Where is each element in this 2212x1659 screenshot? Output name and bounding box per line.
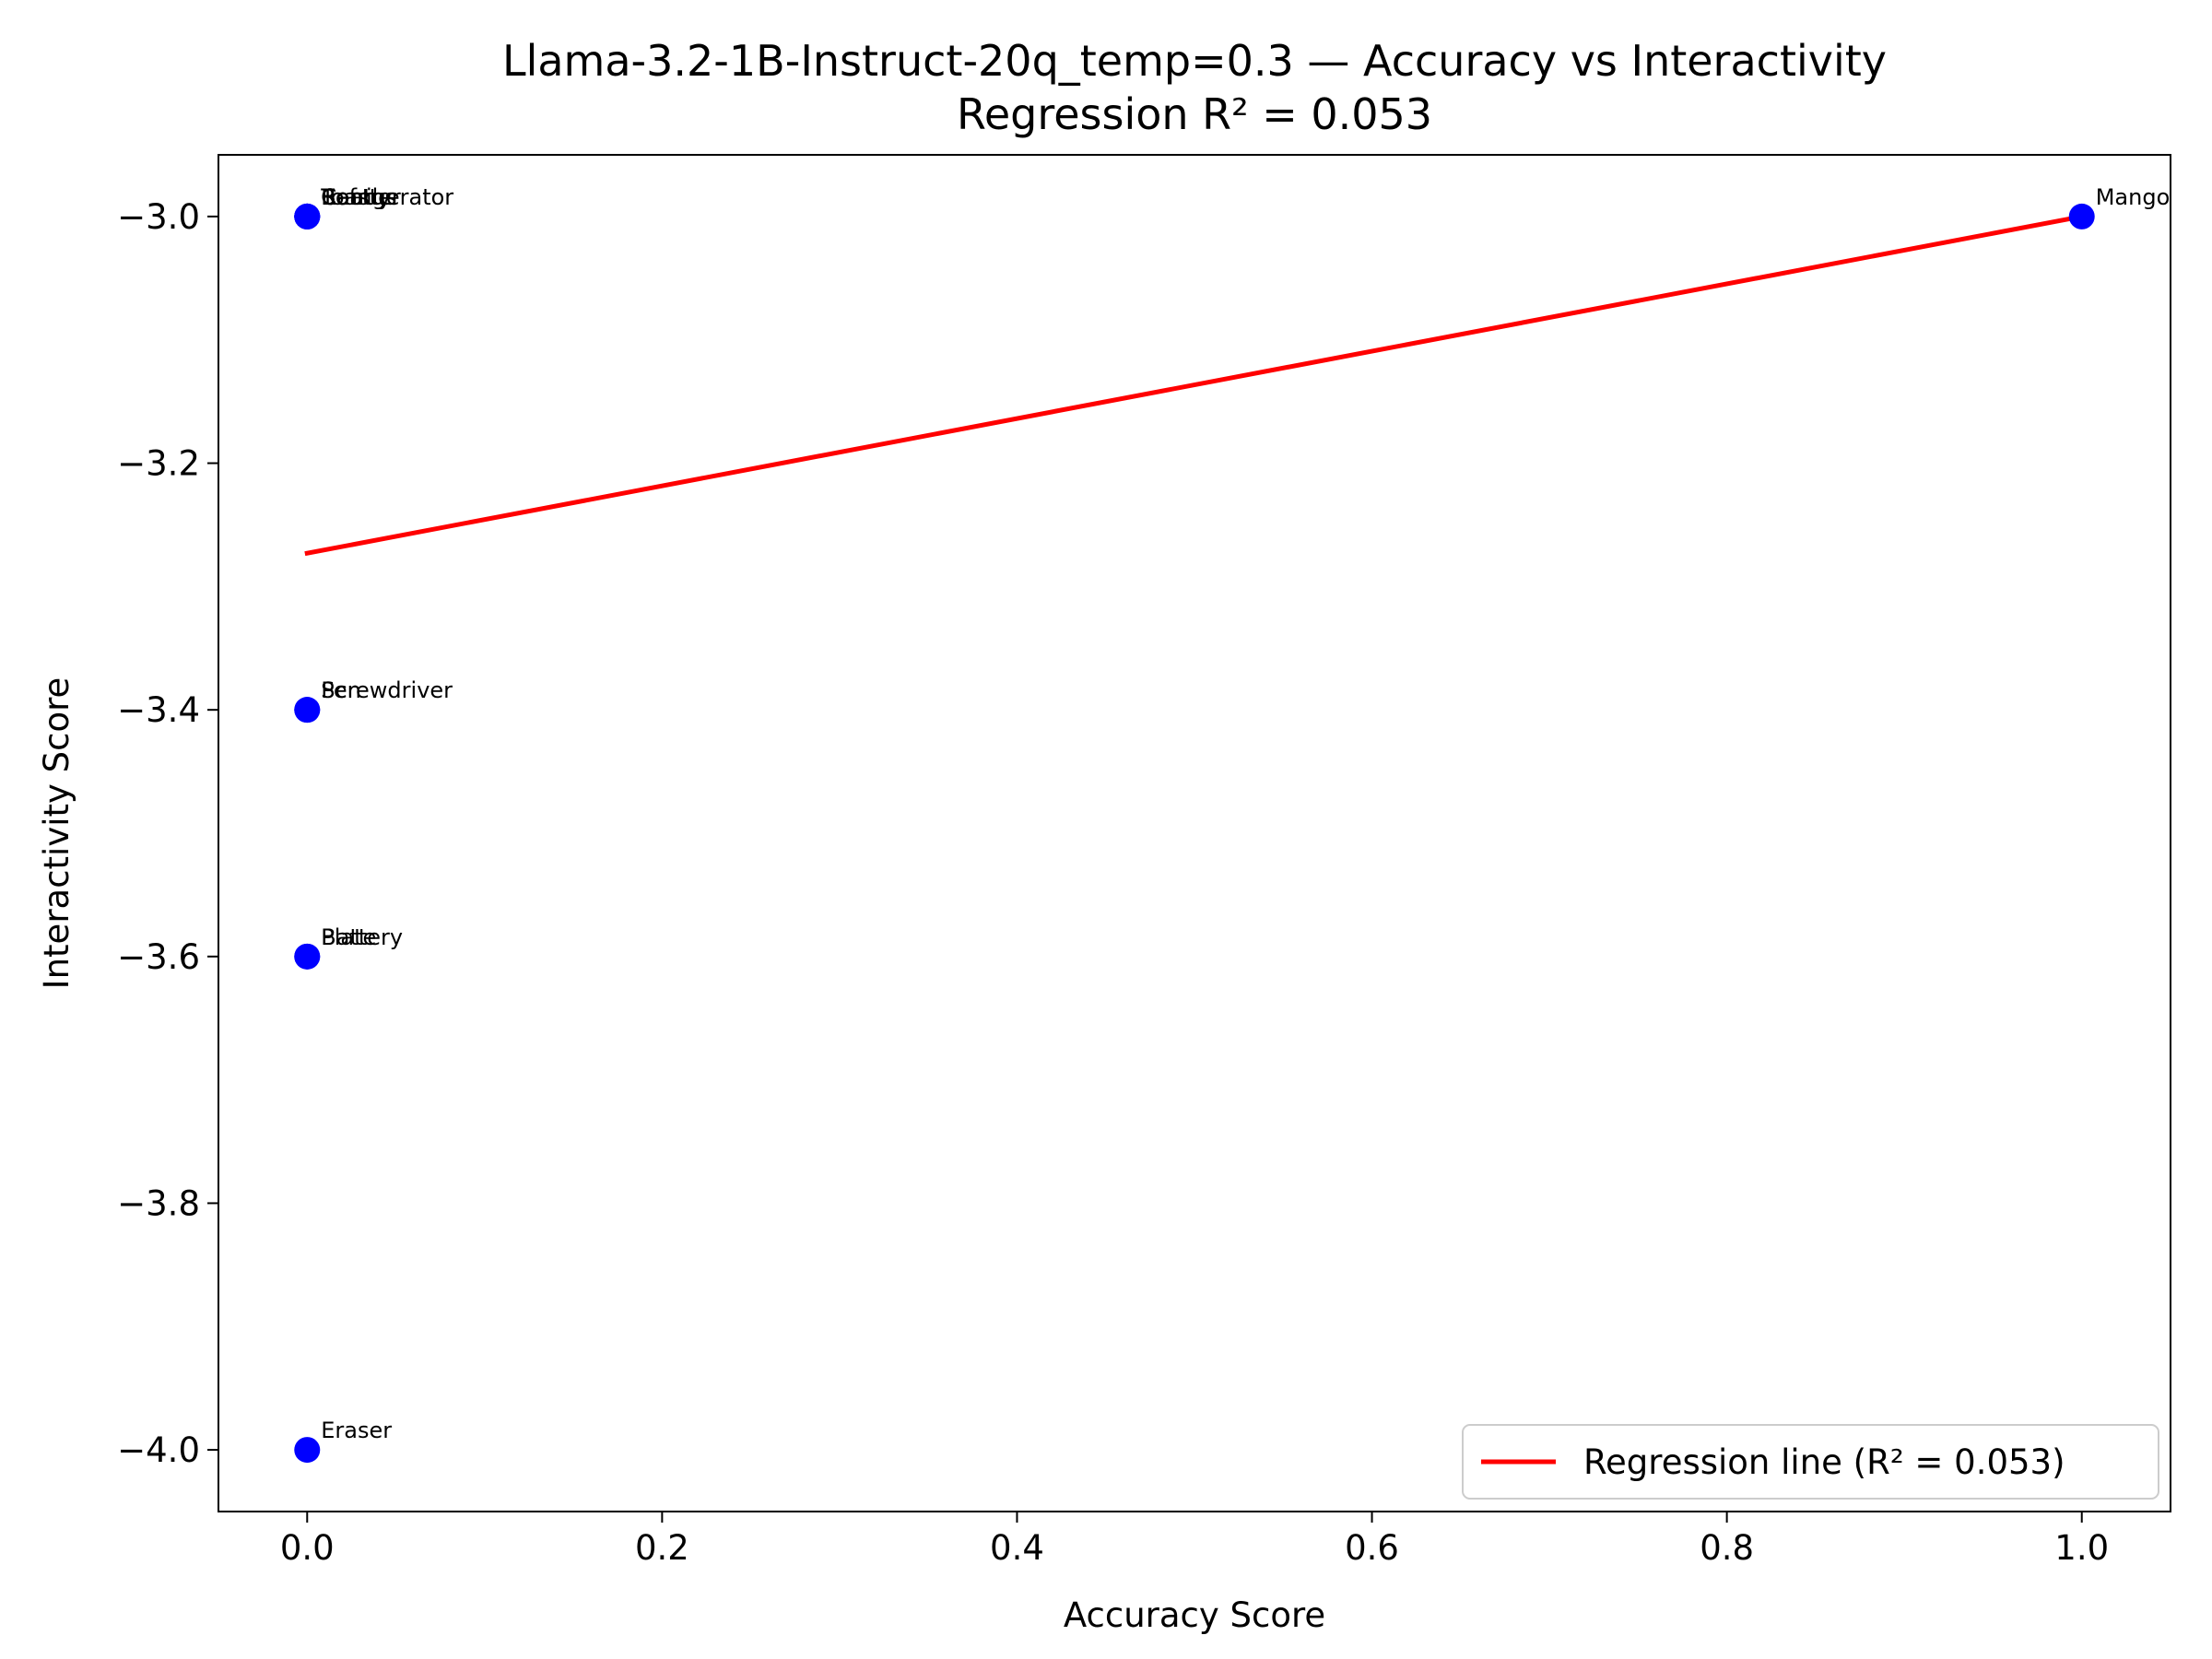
x-axis-ticks: 0.0 0.2 0.4 0.6 0.8 1.0 — [280, 1512, 2109, 1568]
regression-layer — [304, 213, 2085, 557]
regression-line — [304, 213, 2085, 557]
data-point — [294, 203, 321, 229]
x-tick-label: 0.2 — [635, 1528, 689, 1568]
point-label: Pen — [321, 677, 361, 703]
y-tick-label: −3.4 — [117, 690, 200, 730]
legend: Regression line (R² = 0.053) — [1462, 1424, 2159, 1500]
point-label: Mango — [2096, 184, 2171, 210]
point-label: Boat — [321, 184, 371, 210]
point-label: Toaster — [320, 184, 401, 210]
axes-frame — [218, 154, 2171, 1512]
y-tick-label: −3.2 — [117, 444, 200, 484]
x-tick-label: 1.0 — [2054, 1528, 2109, 1568]
x-tick-label: 0.4 — [990, 1528, 1044, 1568]
point-label: Plate — [321, 924, 376, 950]
data-point — [294, 1437, 321, 1464]
x-tick-label: 0.8 — [1700, 1528, 1754, 1568]
x-tick-label: 0.6 — [1345, 1528, 1399, 1568]
y-tick-label: −3.8 — [117, 1183, 200, 1223]
x-tick-label: 0.0 — [280, 1528, 335, 1568]
data-point — [294, 943, 321, 970]
point-label: Candy — [321, 184, 391, 210]
point-label: Battery — [321, 924, 403, 950]
y-tick-label: −3.0 — [117, 197, 200, 237]
legend-box — [1462, 1424, 2159, 1500]
data-point — [2068, 203, 2095, 229]
point-label: Screwdriver — [321, 677, 453, 703]
chart-title: Llama-3.2-1B-Instruct-20q_temp=0.3 — Acc… — [502, 36, 1887, 86]
legend-label: Regression line (R² = 0.053) — [1583, 1442, 2065, 1482]
data-point — [294, 697, 321, 724]
y-tick-label: −3.6 — [117, 937, 200, 977]
y-tick-label: −4.0 — [117, 1430, 200, 1470]
point-label: Cactus — [321, 184, 396, 210]
point-label: Refrigerator — [321, 184, 453, 210]
point-label: Eraser — [321, 1418, 392, 1443]
y-axis-label: Interactivity Score — [37, 677, 76, 990]
x-axis-label: Accuracy Score — [1064, 1595, 1325, 1635]
chart-subtitle: Regression R² = 0.053 — [957, 89, 1432, 139]
points-layer — [294, 203, 2095, 1464]
y-axis-ticks: −3.0 −3.2 −3.4 −3.6 −3.8 −4.0 — [117, 197, 218, 1470]
